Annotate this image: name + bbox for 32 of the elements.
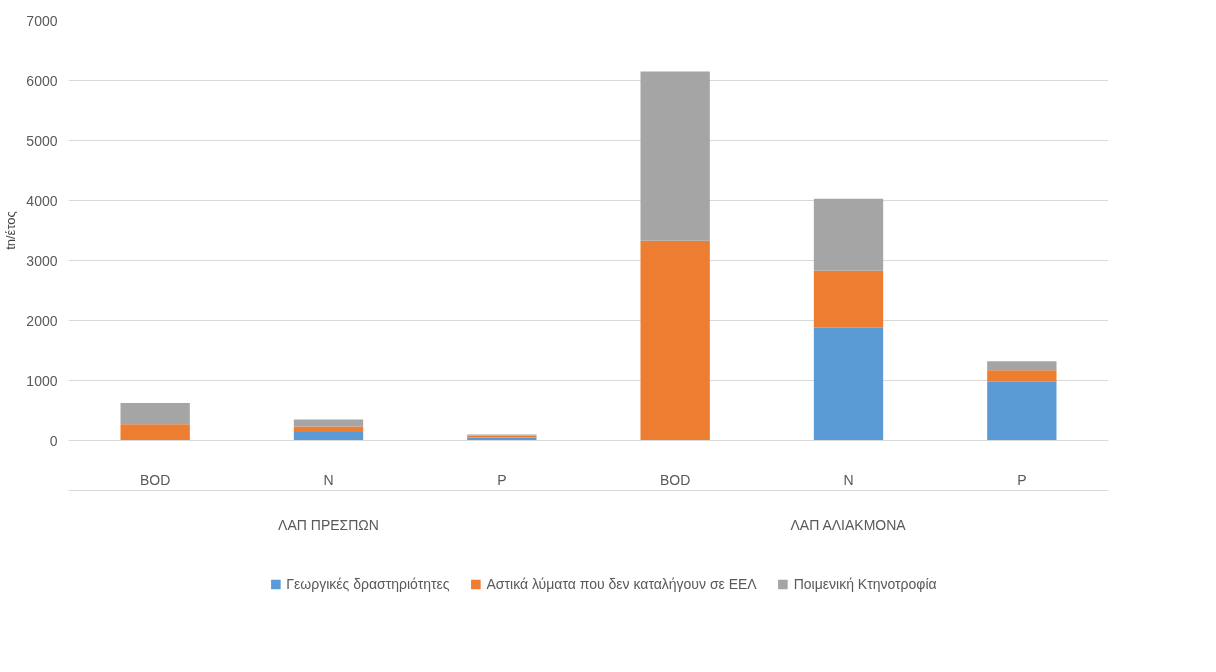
- legend-label: Αστικά λύματα που δεν καταλήγουν σε ΕΕΛ: [486, 575, 757, 592]
- text: ΛΑΠ ΠΡΕΣΠΩΝ: [278, 516, 379, 533]
- x-tick-label: N: [843, 471, 854, 488]
- y-axis-title: tn/έτος: [3, 211, 19, 250]
- x-tick-label: P: [1017, 471, 1027, 488]
- text: ΛΑΠ ΑΛΙΑΚΜΟΝΑ: [790, 516, 907, 533]
- y-tick-label: 7000: [26, 12, 58, 29]
- bar: [120, 424, 190, 441]
- bar: [293, 432, 364, 441]
- bar: [987, 370, 1057, 382]
- legend-label: Γεωργικές δραστηριότητες: [286, 575, 450, 592]
- legend-label: Ποιμενική Κτηνοτροφία: [793, 575, 937, 592]
- y-tick-label: 5000: [26, 132, 58, 149]
- y-tick-label: 2000: [26, 312, 58, 329]
- bar: [640, 71, 710, 241]
- x-tick-label: BOD: [660, 471, 691, 488]
- x-tick-label: P: [497, 471, 507, 488]
- bar: [120, 403, 190, 425]
- y-tick-label: 4000: [26, 192, 58, 209]
- y-tick-label: 3000: [26, 252, 58, 269]
- bar: [987, 361, 1057, 371]
- bar: [640, 240, 710, 441]
- x-tick-label: BOD: [140, 471, 171, 488]
- y-tick-label: 6000: [26, 72, 58, 89]
- bar: [987, 381, 1057, 441]
- x-tick-label: N: [323, 471, 334, 488]
- y-tick-label: 0: [49, 432, 58, 449]
- y-tick-label: 1000: [26, 372, 58, 389]
- bar: [293, 426, 364, 433]
- bar: [813, 270, 884, 328]
- bar: [813, 327, 884, 441]
- bar: [813, 198, 884, 271]
